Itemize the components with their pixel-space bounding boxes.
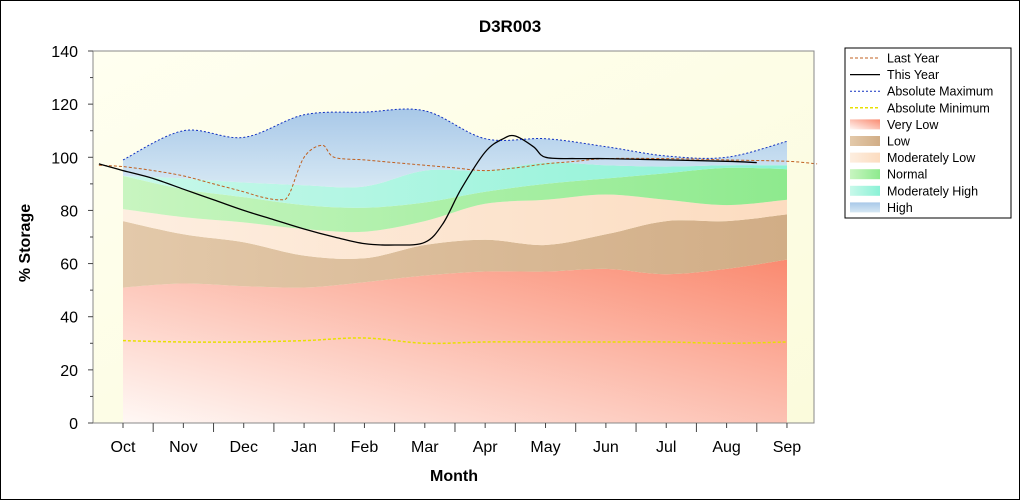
x-axis: Oct Nov Dec Jan Feb Mar Apr May Jun Jul Aug Sep [111,423,802,456]
legend-label-this-year: This Year [887,68,939,82]
legend-label-absolute-maximum: Absolute Maximum [887,85,993,99]
y-tick-label: 100 [51,150,78,167]
y-tick-label: 120 [51,97,78,114]
legend-label-moderately-low: Moderately Low [887,151,976,165]
legend-label-absolute-minimum: Absolute Minimum [887,101,990,115]
y-tick-label: 60 [60,257,78,274]
legend-swatch-high [850,202,880,213]
x-axis-title: Month [430,468,478,485]
x-tick-label: Mar [411,439,439,456]
band-moderately-high [123,162,787,208]
x-tick-label: Sep [773,439,802,456]
series-absolute-maximum [122,108,788,161]
legend-swatch-low [850,136,880,146]
legend-swatch-moderately-low [850,152,880,163]
legend-label-last-year: Last Year [887,52,939,66]
y-tick-label: 80 [60,203,78,220]
band-high [123,109,787,188]
x-tick-label: May [530,439,560,456]
band-very-low [123,259,787,423]
x-tick-label: Jul [656,439,676,456]
legend-swatch-very-low [850,119,880,130]
legend-swatch-normal [850,169,880,180]
x-tick-label: Aug [712,439,740,456]
bands-layer [123,109,787,423]
y-tick-label: 140 [51,44,78,61]
x-tick-label: Oct [111,439,136,456]
y-tick-label: 20 [60,363,78,380]
y-tick-label: 40 [60,310,78,327]
legend-label-moderately-high: Moderately High [887,184,978,198]
legend-label-high: High [887,201,913,215]
band-low [123,214,787,288]
legend-label-very-low: Very Low [887,118,939,132]
band-moderately-low [123,194,787,259]
series-this-year [98,134,757,246]
x-tick-label: Jun [593,439,619,456]
x-tick-label: Jan [291,439,317,456]
y-axis-title: % Storage [17,204,34,282]
x-tick-label: Feb [351,439,379,456]
x-tick-label: Nov [169,439,197,456]
chart-title: D3R003 [479,17,541,36]
lines-layer [98,108,818,345]
x-tick-label: Dec [229,439,257,456]
series-absolute-minimum [122,337,788,345]
legend: Last Year This Year Absolute Maximum Absolu… [844,47,1012,219]
y-axis: 0 20 40 60 80 100 120 140 [51,44,93,433]
y-tick-label: 0 [69,416,78,433]
legend-swatch-moderately-high [850,185,880,196]
legend-label-low: Low [887,135,911,149]
legend-label-normal: Normal [887,168,927,182]
series-last-year [98,144,818,201]
x-tick-label: Apr [473,439,499,456]
